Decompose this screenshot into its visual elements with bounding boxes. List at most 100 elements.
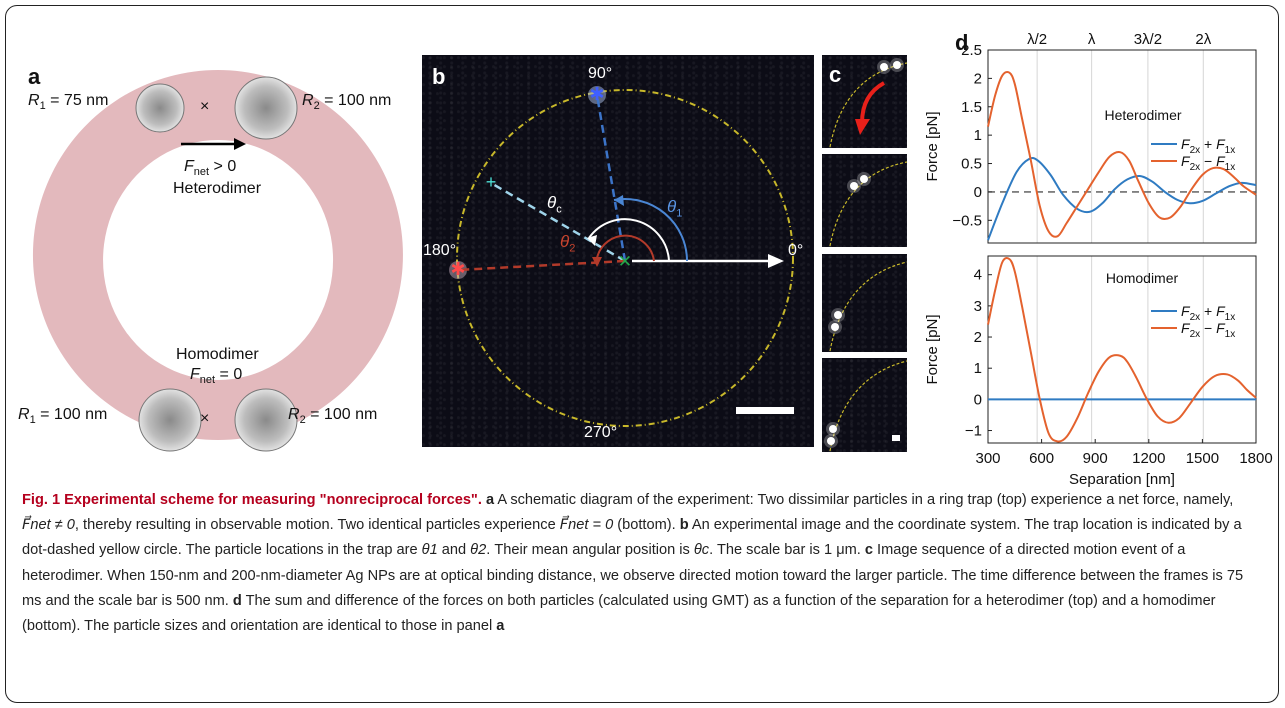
hetero-ytick-label: 0 (974, 184, 982, 201)
hetero-ytick-label: 2.5 (961, 42, 982, 59)
hetero-ylabel: Force [pN] (924, 111, 941, 181)
heterodimer-label: Heterodimer (173, 180, 262, 197)
caption-eq-1: F⃗net ≠ 0 (22, 517, 75, 534)
caption-d-text: The sum and difference of the forces on … (22, 592, 1216, 635)
scalebar-c (892, 435, 900, 441)
r2-top-label: R2 = 100 nm (302, 92, 392, 113)
particle-glow-left (449, 261, 467, 279)
fnet-top-label: Fnet > 0 (184, 158, 237, 179)
caption-a-ref: a (496, 618, 505, 635)
panel-c-frame-3 (822, 254, 907, 352)
r2-bot-label: R2 = 100 nm (288, 406, 378, 427)
svg-text:✕: ✕ (618, 252, 632, 271)
caption-c-text: Image sequence of a directed motion even… (22, 542, 1244, 609)
hetero-series-sum (987, 157, 1257, 241)
hetero-ytick-label: 1.5 (961, 99, 982, 116)
lambda-label-0: λ/2 (1027, 31, 1047, 48)
fnet-bot-label: Fnet = 0 (190, 366, 243, 387)
caption-b-label: b (679, 517, 689, 534)
caption-a-text2: , thereby resulting in observable motion… (74, 517, 560, 534)
caption-d-label: d (232, 592, 242, 609)
panel-a-letter: a (28, 64, 41, 89)
homo-xtick-label: 900 (1083, 450, 1108, 467)
particle-r2-bot (234, 388, 298, 452)
caption-b-text: An experimental image and the coordinate… (22, 517, 1242, 559)
particle-glow-top (588, 86, 606, 104)
homo-legend-label-1: F2x − F1x (1181, 320, 1235, 340)
label-theta-1: θ1 (667, 197, 683, 220)
svg-text:✱: ✱ (589, 84, 604, 104)
caption-theta2: θ2 (470, 542, 487, 559)
homodimer-label: Homodimer (176, 346, 259, 363)
times-bot: × (200, 410, 210, 427)
times-top: × (200, 98, 210, 115)
hetero-ytick-label: 2 (974, 70, 982, 87)
panel-c-frame-2 (822, 154, 907, 247)
caption-a-text: A schematic diagram of the experiment: T… (494, 492, 1234, 508)
r1-top-label: R1 = 75 nm (28, 92, 109, 113)
motion-arrow (860, 81, 886, 124)
hetero-series-diff (987, 70, 1257, 238)
homo-ytick-label: −1 (965, 423, 982, 440)
panel-c-overlay (824, 58, 907, 452)
hetero-legend-label-0: F2x + F1x (1181, 136, 1235, 156)
homo-xtick-label: 1500 (1186, 450, 1219, 467)
panel-d-letter: d (955, 30, 969, 55)
lambda-label-3: 2λ (1195, 31, 1211, 48)
caption-c-label: c (864, 542, 873, 559)
lambda-label-2: 3λ/2 (1134, 31, 1162, 48)
svg-text:+: + (486, 172, 497, 192)
theta2-arc (596, 234, 655, 262)
scalebar-b (736, 407, 794, 414)
panel-b-letter: b (432, 64, 446, 89)
homo-ytick-label: 2 (974, 329, 982, 346)
caption-b-text3: . The scale bar is 1 μm. (709, 542, 865, 559)
hetero-legend-label-1: F2x − F1x (1181, 153, 1235, 173)
hetero-plot-frame (987, 49, 1257, 244)
caption-eq-2: F⃗net = 0 (559, 517, 614, 534)
homo-series-diff (987, 257, 1257, 443)
homo-xtick-label: 1800 (1239, 450, 1272, 467)
caption-b-and: and (437, 542, 471, 559)
particle-r1-bot (138, 388, 202, 452)
caption-thetac: θc (693, 542, 710, 559)
hetero-ytick-label: −0.5 (952, 212, 982, 229)
label-0deg: 0° (788, 242, 804, 259)
caption-a-label: a (485, 492, 495, 508)
particle-r2-top (234, 76, 298, 140)
theta1-arc (613, 198, 688, 262)
theta2-line (457, 259, 626, 272)
label-90deg: 90° (588, 65, 613, 82)
homo-ytick-label: 4 (974, 267, 982, 284)
homo-title: Homodimer (1106, 270, 1179, 286)
panel-b-image (422, 55, 814, 447)
r1-bot-label: R1 = 100 nm (18, 406, 108, 427)
hetero-ytick-label: 0.5 (961, 156, 982, 173)
lambda-label-1: λ (1088, 31, 1096, 48)
hetero-ytick-label: 1 (974, 127, 982, 144)
label-theta-c: θc (547, 193, 562, 216)
homo-ylabel: Force [pN] (924, 314, 941, 384)
figure-caption: Fig. 1 Experimental scheme for measuring… (22, 488, 1260, 639)
homo-ytick-label: 1 (974, 360, 982, 377)
caption-theta1: θ1 (421, 542, 438, 559)
svg-text:✱: ✱ (450, 259, 465, 279)
label-theta-2: θ2 (560, 232, 576, 255)
homo-ytick-label: 3 (974, 298, 982, 315)
homo-plot-frame (987, 255, 1257, 444)
label-270deg: 270° (584, 424, 618, 441)
panel-a-diagram (32, 70, 403, 452)
homo-xtick-label: 1200 (1132, 450, 1165, 467)
ring-trap (32, 70, 403, 440)
xlabel: Separation [nm] (1069, 471, 1175, 488)
thetac-arc (588, 218, 670, 262)
homo-legend-label-0: F2x + F1x (1181, 303, 1235, 323)
theta1-line (595, 94, 627, 262)
panel-b-overlay: ✱ + ✱ ✕ (449, 84, 794, 427)
homo-xtick-label: 600 (1029, 450, 1054, 467)
label-180deg: 180° (423, 242, 457, 259)
particle-r1-top (135, 83, 185, 133)
caption-title: Fig. 1 Experimental scheme for measuring… (22, 492, 482, 508)
trap-circle (456, 89, 794, 427)
